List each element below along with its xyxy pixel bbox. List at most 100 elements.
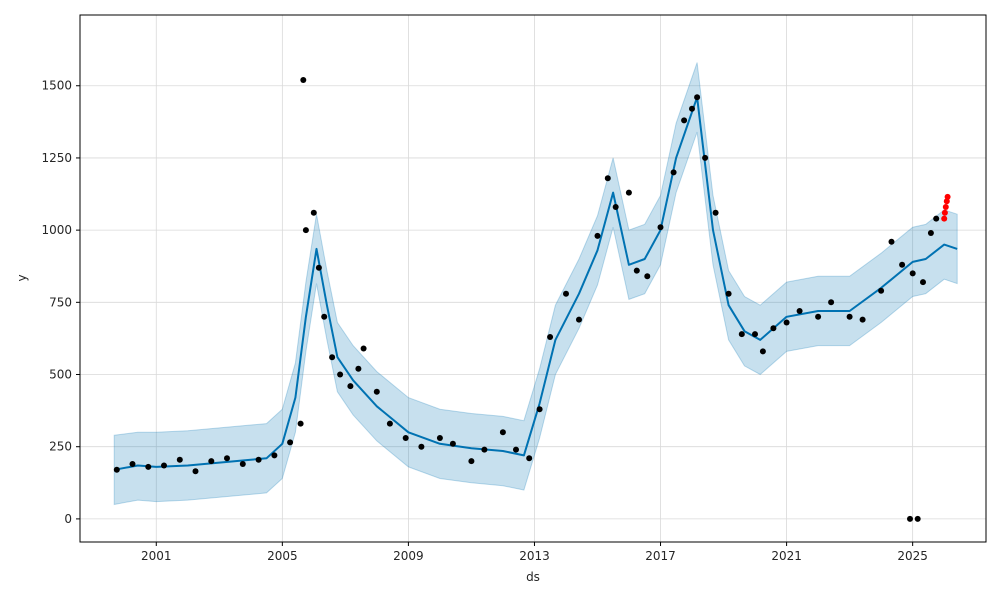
actual-point bbox=[888, 238, 895, 245]
actual-point bbox=[815, 313, 822, 320]
actual-point bbox=[321, 313, 328, 320]
actual-point bbox=[712, 209, 719, 216]
actual-point bbox=[513, 446, 519, 453]
actual-point bbox=[271, 452, 278, 459]
actual-point bbox=[310, 209, 317, 216]
actual-point bbox=[859, 316, 866, 323]
actual-point bbox=[796, 308, 803, 314]
actual-point bbox=[625, 189, 632, 196]
actual-point bbox=[702, 154, 709, 161]
actual-point bbox=[536, 406, 543, 413]
actual-point bbox=[752, 331, 758, 338]
actual-point bbox=[192, 468, 199, 475]
actual-point bbox=[526, 455, 533, 462]
y-tick-label: 250 bbox=[49, 440, 72, 454]
x-tick-label: 2005 bbox=[267, 549, 298, 563]
actual-point bbox=[386, 420, 393, 427]
actual-point bbox=[909, 270, 916, 277]
y-tick-label: 1000 bbox=[41, 223, 72, 237]
actual-point bbox=[176, 456, 183, 463]
y-tick-label: 1250 bbox=[41, 151, 72, 165]
outlier-point bbox=[907, 515, 913, 522]
actual-point bbox=[604, 175, 611, 182]
x-tick-label: 2017 bbox=[645, 549, 676, 563]
actual-point bbox=[878, 287, 885, 294]
actual-point bbox=[933, 215, 940, 222]
actual-point bbox=[899, 261, 906, 268]
actual-point bbox=[329, 354, 336, 361]
grid bbox=[80, 15, 986, 542]
actual-point bbox=[355, 365, 362, 372]
recent-point bbox=[941, 215, 948, 222]
actual-points bbox=[113, 77, 951, 522]
actual-point bbox=[113, 466, 120, 473]
actual-point bbox=[297, 420, 304, 427]
actual-point bbox=[402, 435, 409, 441]
recent-point bbox=[941, 209, 948, 216]
actual-point bbox=[738, 331, 745, 338]
x-axis: 2001 2005 2009 2013 2017 2021 2025 bbox=[141, 542, 928, 563]
y-tick-label: 500 bbox=[49, 368, 72, 382]
actual-point bbox=[725, 290, 732, 297]
actual-point bbox=[499, 429, 506, 436]
y-tick-label: 750 bbox=[49, 295, 72, 309]
x-tick-label: 2021 bbox=[771, 549, 802, 563]
actual-point bbox=[576, 316, 582, 323]
actual-point bbox=[846, 313, 853, 320]
actual-point bbox=[828, 299, 835, 306]
actual-point bbox=[449, 440, 456, 447]
actual-point bbox=[373, 388, 380, 395]
actual-point bbox=[681, 117, 688, 124]
actual-point bbox=[436, 435, 443, 441]
outlier-point bbox=[914, 515, 921, 522]
actual-point bbox=[644, 273, 651, 280]
actual-point bbox=[563, 290, 569, 297]
actual-point bbox=[145, 463, 152, 470]
actual-point bbox=[347, 383, 354, 390]
actual-point bbox=[633, 267, 640, 274]
y-axis-label: y bbox=[15, 274, 29, 281]
x-axis-label: ds bbox=[526, 570, 540, 584]
actual-point bbox=[920, 279, 926, 286]
outlier-point bbox=[300, 77, 307, 83]
actual-point bbox=[468, 458, 475, 465]
actual-point bbox=[337, 371, 344, 378]
actual-point bbox=[689, 105, 695, 112]
actual-point bbox=[657, 224, 664, 231]
recent-point bbox=[942, 204, 949, 210]
actual-point bbox=[694, 94, 701, 101]
actual-point bbox=[759, 348, 766, 355]
actual-point bbox=[161, 462, 167, 469]
actual-point bbox=[287, 439, 294, 446]
actual-point bbox=[418, 443, 425, 450]
actual-point bbox=[481, 446, 488, 453]
actual-point bbox=[302, 227, 309, 234]
x-tick-label: 2009 bbox=[393, 549, 424, 563]
x-tick-label: 2001 bbox=[141, 549, 172, 563]
forecast-line bbox=[114, 96, 958, 471]
y-tick-label: 0 bbox=[64, 512, 72, 526]
plot-frame bbox=[79, 14, 987, 543]
y-tick-label: 1500 bbox=[41, 79, 72, 93]
actual-point bbox=[770, 325, 777, 332]
x-tick-label: 2013 bbox=[519, 549, 550, 563]
x-tick-label: 2025 bbox=[897, 549, 928, 563]
recent-point bbox=[944, 193, 951, 200]
actual-point bbox=[315, 264, 322, 271]
actual-point bbox=[224, 455, 230, 462]
y-axis: 0 250 500 750 1000 1250 1500 bbox=[41, 79, 80, 526]
actual-point bbox=[360, 345, 367, 352]
actual-point bbox=[927, 230, 934, 236]
actual-point bbox=[547, 334, 554, 340]
actual-point bbox=[255, 456, 262, 463]
actual-point bbox=[594, 232, 601, 239]
actual-point bbox=[208, 458, 215, 465]
actual-point bbox=[783, 319, 790, 326]
actual-point bbox=[670, 169, 677, 176]
actual-point bbox=[129, 461, 136, 467]
forecast-trend-line bbox=[114, 96, 958, 471]
actual-point bbox=[239, 461, 246, 467]
actual-point bbox=[612, 204, 619, 210]
